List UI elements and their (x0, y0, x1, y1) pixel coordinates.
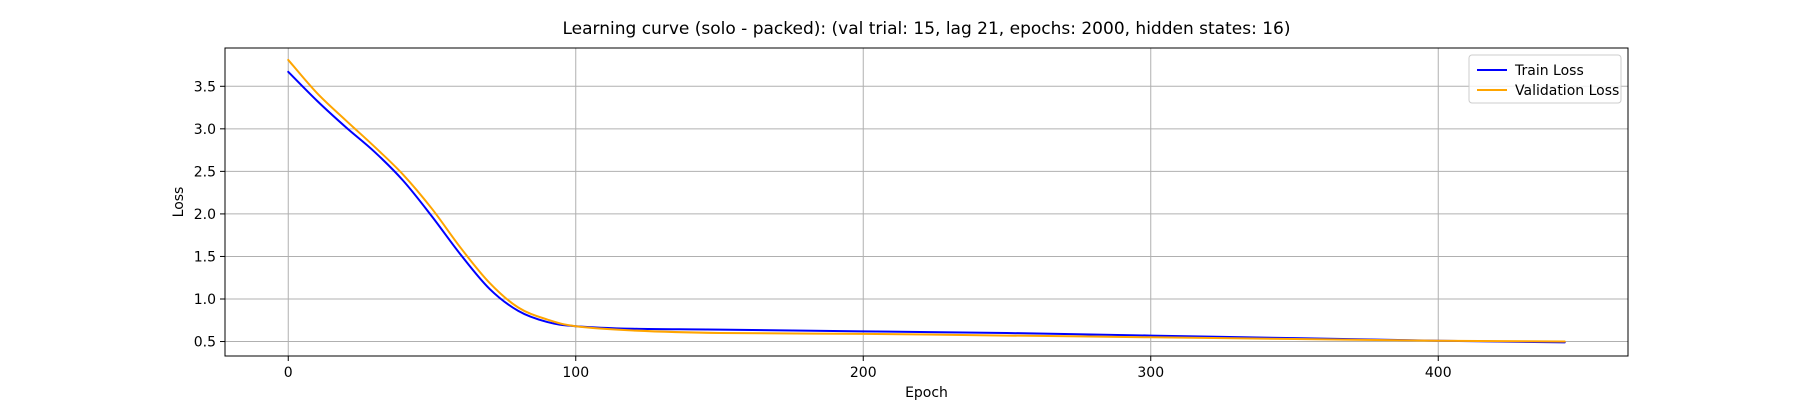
x-axis-label: Epoch (905, 385, 948, 400)
y-tick-label: 2.0 (194, 207, 216, 223)
y-tick-label: 3.0 (194, 122, 216, 138)
series-lines (287, 58, 1566, 344)
axis-ticks: 0 100 200 300 400 0.5 1.0 1.5 2.0 2.5 3.0 3.5 (194, 79, 1452, 381)
y-tick-label: 1.5 (194, 249, 216, 265)
x-tick-label: 400 (1425, 365, 1452, 381)
grid (225, 48, 1628, 356)
y-tick-label: 2.5 (194, 164, 216, 180)
series-line-train-loss (287, 70, 1566, 344)
legend-label-train-loss: Train Loss (1514, 63, 1584, 79)
y-tick-label: 3.5 (194, 79, 216, 95)
y-axis-label: Loss (171, 187, 187, 218)
legend: Train Loss Validation Loss (1468, 54, 1622, 104)
y-tick-label: 1.0 (194, 292, 216, 308)
chart-title: Learning curve (solo - packed): (val tri… (563, 19, 1291, 39)
plot-frame (224, 47, 1629, 357)
x-tick-label: 200 (850, 365, 877, 381)
y-tick-label: 0.5 (194, 335, 216, 351)
x-tick-label: 300 (1137, 365, 1164, 381)
x-tick-label: 0 (284, 365, 293, 381)
x-tick-label: 100 (562, 365, 589, 381)
series-line-validation-loss (287, 58, 1566, 343)
legend-label-validation-loss: Validation Loss (1515, 83, 1619, 99)
